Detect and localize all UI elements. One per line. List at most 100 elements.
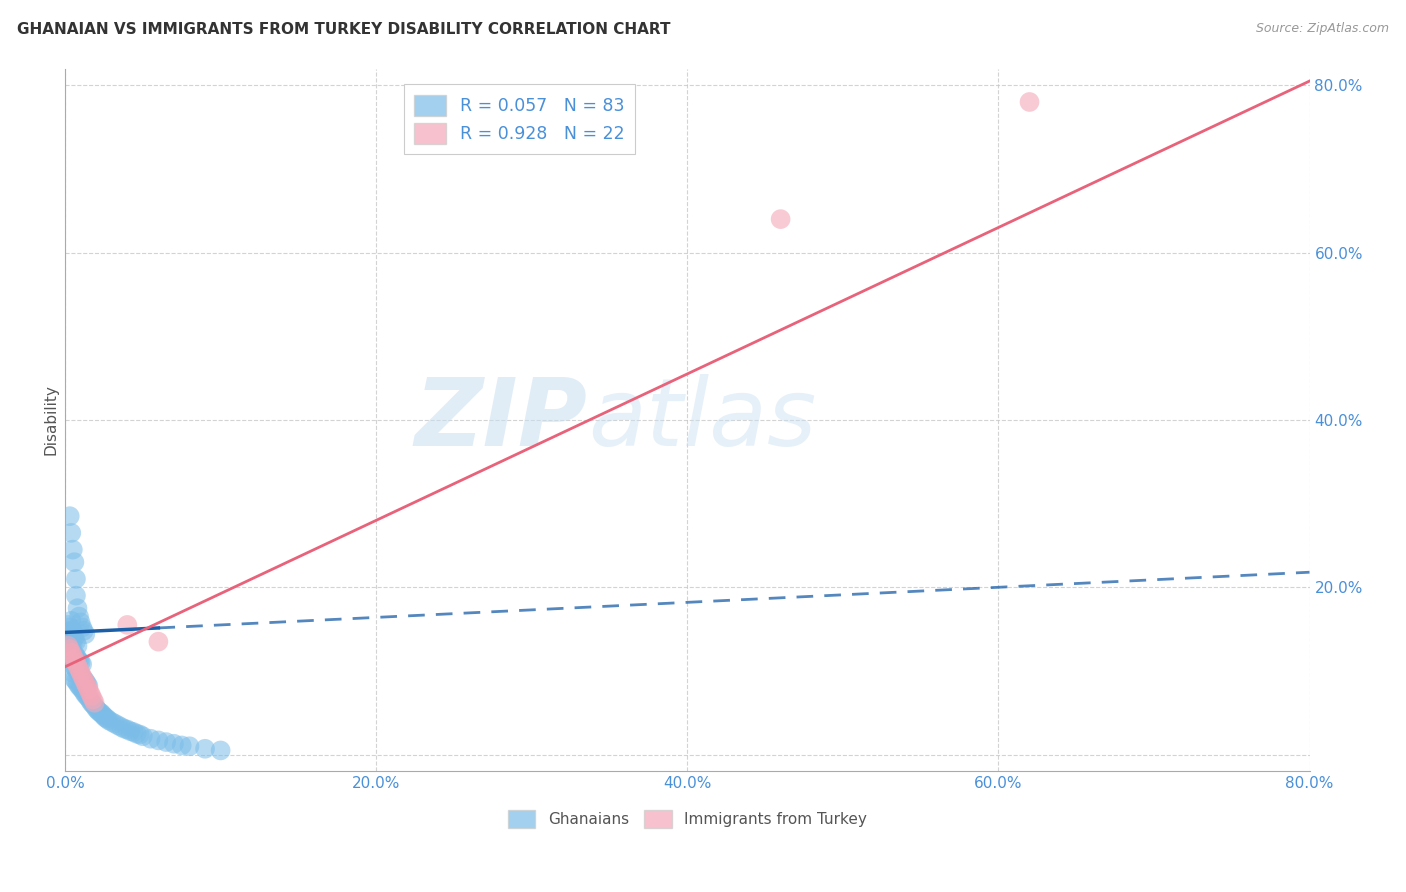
Point [73,673,96,687]
Point [56,639,79,653]
Point [65,589,87,603]
Point [179,739,201,754]
Point [70,671,93,685]
Point [132,729,155,743]
Point [139,731,162,746]
Point [1018,95,1040,109]
Point [62,542,84,557]
Point [769,212,792,227]
Point [66,659,89,673]
Point [107,718,129,732]
Point [70,682,93,697]
Point [100,714,122,729]
Point [77,682,100,697]
Point [104,716,127,731]
Point [67,679,90,693]
Point [62,648,84,663]
Point [148,634,170,648]
Y-axis label: Disability: Disability [44,384,58,456]
Point [63,555,86,569]
Point [63,647,86,661]
Point [96,712,118,726]
Point [60,639,83,653]
Point [163,737,186,751]
Point [75,687,97,701]
Point [76,689,98,703]
Point [67,609,90,624]
Point [89,705,111,719]
Point [128,727,150,741]
Point [79,693,101,707]
Point [60,646,83,660]
Text: ZIP: ZIP [415,374,588,466]
Point [117,723,139,737]
Point [125,727,148,741]
Point [70,657,93,672]
Point [87,703,110,717]
Point [56,618,79,632]
Point [80,689,103,703]
Point [112,722,135,736]
Point [84,701,107,715]
Point [83,696,105,710]
Point [70,620,93,634]
Point [62,637,84,651]
Point [77,679,100,693]
Point [66,601,89,615]
Point [148,733,170,747]
Point [75,673,97,688]
Point [63,652,86,666]
Point [77,690,100,705]
Point [62,624,84,638]
Point [59,509,82,524]
Point [60,525,83,540]
Point [59,624,82,638]
Point [60,626,83,640]
Point [76,679,98,693]
Point [93,709,115,723]
Point [63,659,86,673]
Point [65,648,87,663]
Point [62,665,84,680]
Point [69,615,91,630]
Point [65,662,87,676]
Point [67,662,90,676]
Point [75,627,97,641]
Point [66,664,89,678]
Point [69,656,91,670]
Point [59,642,82,657]
Point [75,675,97,690]
Point [63,673,86,687]
Point [70,669,93,683]
Text: Source: ZipAtlas.com: Source: ZipAtlas.com [1256,22,1389,36]
Point [69,665,91,680]
Text: atlas: atlas [588,375,815,466]
Point [66,676,89,690]
Point [73,624,96,638]
Point [67,654,90,668]
Point [110,720,132,734]
Point [80,696,103,710]
Point [82,698,104,712]
Point [94,711,117,725]
Point [65,673,87,688]
Point [65,572,87,586]
Point [90,706,112,720]
Point [82,692,104,706]
Point [62,651,84,665]
Point [60,614,83,628]
Point [67,665,90,680]
Point [66,651,89,665]
Point [117,618,139,632]
Point [63,631,86,645]
Point [69,668,91,682]
Point [155,735,177,749]
Point [65,634,87,648]
Point [73,685,96,699]
Point [69,681,91,695]
Point [209,743,232,757]
Point [76,676,98,690]
Point [66,639,89,653]
Point [122,725,145,739]
Text: GHANAIAN VS IMMIGRANTS FROM TURKEY DISABILITY CORRELATION CHART: GHANAIAN VS IMMIGRANTS FROM TURKEY DISAB… [17,22,671,37]
